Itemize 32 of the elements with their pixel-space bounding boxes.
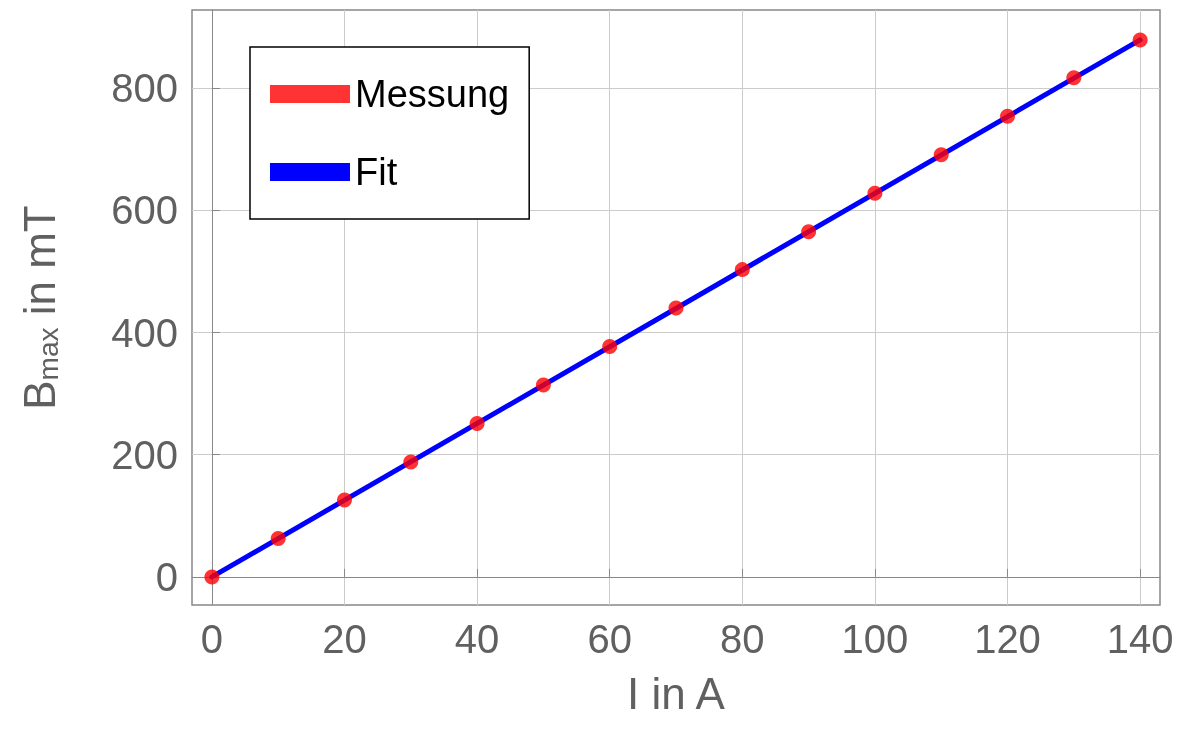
point [867, 185, 883, 201]
legend-label: Fit [355, 151, 398, 193]
legend-label: Messung [355, 73, 510, 115]
x-tick-label: 100 [841, 617, 909, 661]
x-tick-label: 80 [720, 617, 765, 661]
x-tick-label: 0 [200, 617, 224, 661]
y-tick-label: 0 [155, 554, 178, 599]
point [801, 224, 817, 240]
point [403, 454, 419, 470]
y-tick-label: 600 [111, 188, 178, 233]
y-tick-label: 400 [111, 310, 178, 355]
x-tick-label: 120 [974, 617, 1041, 661]
x-tick-label: 60 [587, 617, 632, 661]
point [204, 569, 220, 585]
point [602, 339, 618, 355]
point [734, 262, 750, 278]
y-axis-title: Bmax in mT [14, 205, 64, 410]
point [270, 530, 286, 546]
x-axis-title: I in A [627, 668, 726, 718]
x-tick-label: 20 [322, 617, 367, 661]
point [668, 300, 684, 316]
x-tick-label: 40 [454, 617, 500, 661]
point [1000, 108, 1016, 124]
y-tick-label: 800 [111, 66, 178, 111]
point [933, 147, 949, 163]
point [469, 416, 485, 432]
point [535, 377, 551, 393]
point [337, 492, 352, 508]
x-tick-label: 140 [1106, 617, 1174, 661]
y-tick-label: 200 [111, 432, 178, 477]
point [1132, 32, 1148, 48]
point [1066, 70, 1082, 86]
